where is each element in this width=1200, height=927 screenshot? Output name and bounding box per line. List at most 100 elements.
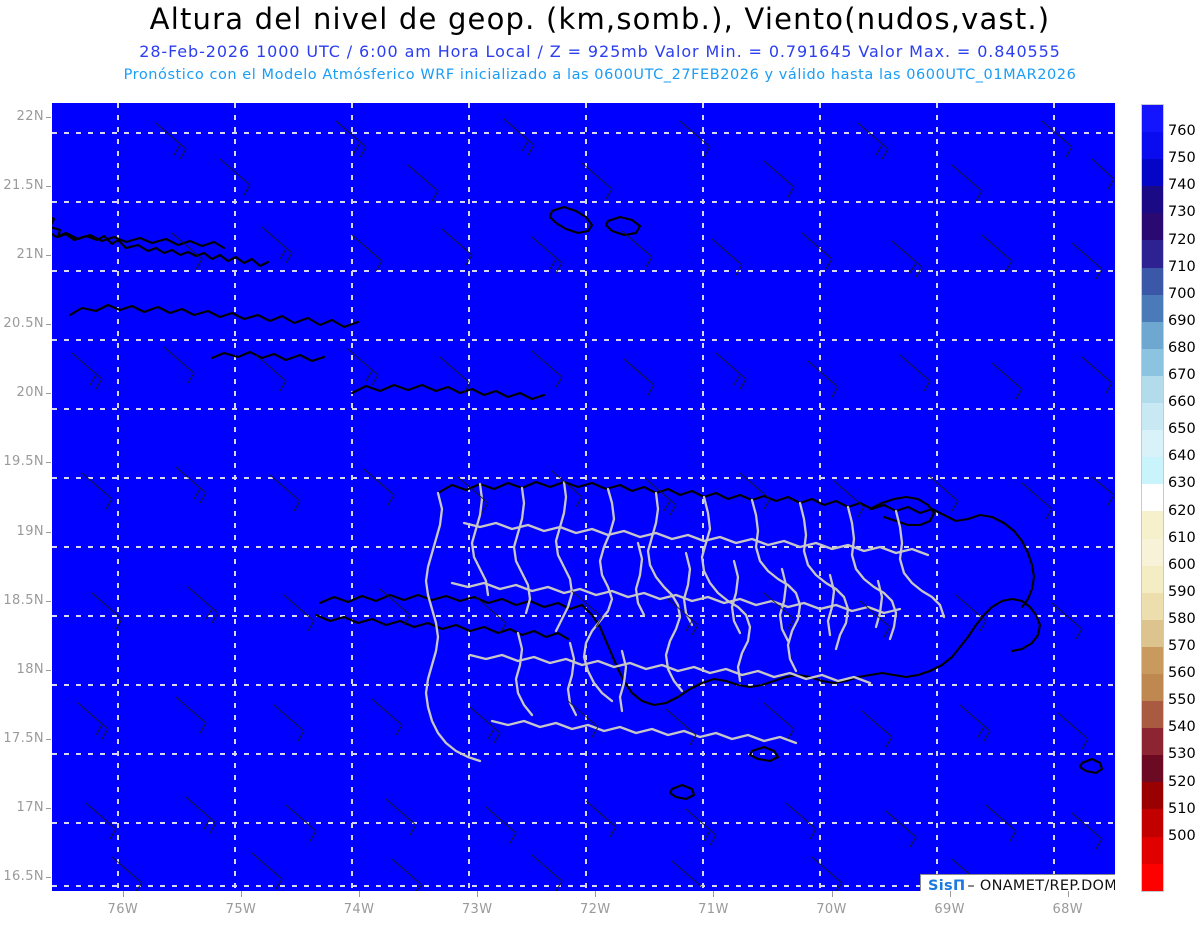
title-block: Altura del nivel de geop. (km,somb.), Vi…	[0, 0, 1200, 95]
colorbar-segment	[1142, 782, 1163, 810]
colorbar-tick-label: 680	[1168, 339, 1196, 356]
lon-tick-label: 69W	[934, 902, 965, 917]
colorbar-tick-label: 610	[1168, 529, 1196, 546]
colorbar-tick-label: 650	[1168, 421, 1196, 438]
colorbar-tick-label: 620	[1168, 502, 1196, 519]
colorbar-segment	[1142, 836, 1163, 864]
colorbar-tick-label: 640	[1168, 448, 1196, 465]
colorbar-segment	[1142, 809, 1163, 837]
colorbar-segment	[1142, 132, 1163, 160]
colorbar-segment	[1142, 294, 1163, 322]
lon-tick-label: 68W	[1052, 902, 1084, 917]
colorbar-segment	[1142, 701, 1163, 729]
colorbar-segment	[1142, 728, 1163, 756]
colorbar-tick-label: 520	[1168, 773, 1196, 790]
lat-tick	[46, 324, 51, 326]
colorbar-tick-label: 590	[1168, 583, 1196, 600]
colorbar-tick-label: 670	[1168, 367, 1196, 384]
lat-tick	[46, 669, 51, 671]
colorbar-tick-label: 750	[1168, 150, 1196, 167]
map-plot-area[interactable]: SisΠ – ONAMET/REP.DOM.	[52, 103, 1115, 891]
lat-tick	[46, 185, 51, 187]
lon-tick-label: 72W	[579, 902, 611, 917]
lon-tick	[949, 891, 951, 897]
lat-tick	[46, 255, 51, 257]
colorbar-segment	[1142, 213, 1163, 241]
lon-tick	[831, 891, 833, 897]
lat-tick-label: 21N	[16, 247, 44, 263]
lon-tick-label: 71W	[698, 902, 729, 917]
colorbar-segment	[1142, 430, 1163, 458]
lon-tick	[595, 891, 597, 897]
colorbar-tick-label: 660	[1168, 394, 1196, 411]
lat-tick-label: 18.5N	[3, 592, 44, 608]
lat-tick-label: 19N	[16, 523, 44, 539]
lat-tick	[46, 393, 51, 395]
colorbar-segment	[1142, 186, 1163, 214]
colorbar-tick-label: 510	[1168, 800, 1196, 817]
colorbar-segment	[1142, 240, 1163, 268]
lon-tick-label: 74W	[343, 902, 375, 917]
colorbar-tick-label: 690	[1168, 312, 1196, 329]
lat-tick	[46, 738, 51, 740]
colorbar-tick-label: 570	[1168, 638, 1196, 655]
colorbar-tick-label: 630	[1168, 475, 1196, 492]
colorbar-tick-label: 530	[1168, 746, 1196, 763]
lon-tick-label: 73W	[461, 902, 493, 917]
lon-tick	[713, 891, 715, 897]
lat-tick	[46, 808, 51, 810]
forecast-subtitle: 28-Feb-2026 1000 UTC / 6:00 am Hora Loca…	[139, 42, 1061, 61]
colorbar-tick-label: 600	[1168, 556, 1196, 573]
lat-tick	[46, 462, 51, 464]
colorbar-tick-label: 720	[1168, 231, 1196, 248]
colorbar-segment	[1142, 348, 1163, 376]
colorbar-segment	[1142, 105, 1163, 133]
colorbar-segment	[1142, 321, 1163, 349]
lat-tick-label: 20.5N	[3, 316, 44, 332]
colorbar-segment	[1142, 267, 1163, 295]
attribution-logo: SisΠ – ONAMET/REP.DOM.	[920, 874, 1115, 891]
colorbar-segment	[1142, 646, 1163, 674]
lon-tick	[359, 891, 361, 897]
graticule	[52, 103, 1115, 891]
colorbar-segment	[1142, 159, 1163, 187]
lon-tick	[122, 891, 124, 897]
lat-tick-label: 20N	[16, 385, 44, 401]
agency-label: – ONAMET/REP.DOM.	[967, 878, 1115, 891]
colorbar-tick-label: 560	[1168, 665, 1196, 682]
colorbar-tick-label: 550	[1168, 692, 1196, 709]
lat-tick-label: 16.5N	[3, 869, 44, 885]
colorbar-tick-label: 740	[1168, 177, 1196, 194]
lat-tick	[46, 531, 51, 533]
lat-tick-label: 19.5N	[3, 454, 44, 470]
lat-tick-label: 17N	[16, 800, 44, 816]
colorbar-tick-label: 700	[1168, 285, 1196, 302]
lat-tick-label: 17.5N	[3, 730, 44, 746]
lon-tick-label: 75W	[225, 902, 257, 917]
lat-tick-label: 21.5N	[3, 177, 44, 193]
colorbar-segment	[1142, 375, 1163, 404]
colorbar-tick-label: 540	[1168, 719, 1196, 736]
colorbar-segment	[1142, 863, 1163, 891]
colorbar-segment	[1142, 755, 1163, 783]
colorbar[interactable]	[1141, 104, 1164, 892]
sistema-logo-text: SisΠ	[928, 878, 966, 891]
colorbar-segment	[1142, 457, 1163, 485]
colorbar-segment	[1142, 538, 1163, 566]
lon-tick	[240, 891, 242, 897]
lon-tick-label: 76W	[107, 902, 139, 917]
lat-tick-label: 18N	[16, 661, 44, 677]
colorbar-segment	[1142, 511, 1163, 539]
colorbar-segment	[1142, 403, 1163, 431]
lat-tick-label: 22N	[16, 108, 44, 124]
colorbar-segment	[1142, 673, 1163, 702]
lon-tick-label: 70W	[816, 902, 847, 917]
colorbar-segment	[1142, 565, 1163, 593]
province-boundaries	[424, 480, 946, 763]
coastlines	[52, 205, 1104, 801]
colorbar-tick-label: 760	[1168, 123, 1196, 140]
colorbar-tick-label: 730	[1168, 204, 1196, 221]
colorbar-tick-label: 500	[1168, 827, 1196, 844]
colorbar-tick-label: 710	[1168, 258, 1196, 275]
lat-tick	[46, 116, 51, 118]
